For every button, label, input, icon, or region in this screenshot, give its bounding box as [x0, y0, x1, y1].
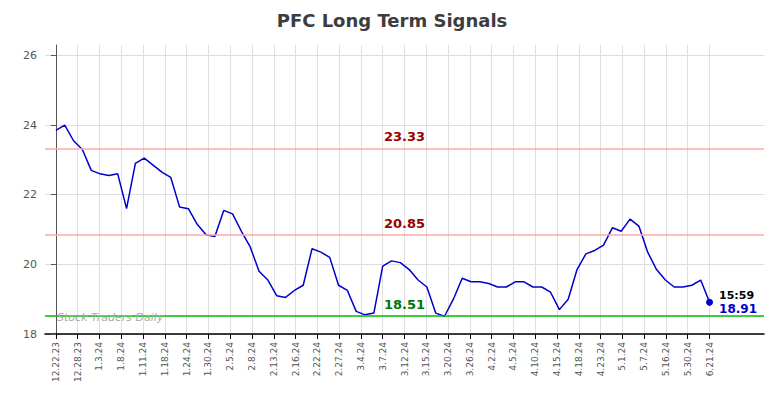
- svg-text:4.18.24: 4.18.24: [574, 342, 584, 377]
- svg-text:3.26.24: 3.26.24: [465, 342, 475, 377]
- svg-text:2.27.24: 2.27.24: [334, 342, 344, 377]
- svg-text:3.20.24: 3.20.24: [443, 342, 453, 377]
- svg-text:12.22.23: 12.22.23: [51, 342, 61, 382]
- svg-text:2.22.24: 2.22.24: [312, 342, 322, 377]
- svg-text:2.8.24: 2.8.24: [247, 342, 257, 371]
- svg-text:2.13.24: 2.13.24: [269, 342, 279, 377]
- svg-text:2.16.24: 2.16.24: [291, 342, 301, 377]
- svg-text:18.51: 18.51: [384, 297, 425, 312]
- svg-text:4.2.24: 4.2.24: [487, 342, 497, 371]
- svg-text:18.91: 18.91: [719, 302, 757, 316]
- svg-text:5.30.24: 5.30.24: [683, 342, 693, 377]
- svg-text:1.18.24: 1.18.24: [160, 342, 170, 377]
- svg-text:PFC Long Term Signals: PFC Long Term Signals: [277, 10, 508, 31]
- svg-text:4.5.24: 4.5.24: [508, 342, 518, 371]
- svg-text:20.85: 20.85: [384, 216, 425, 231]
- svg-text:3.7.24: 3.7.24: [378, 342, 388, 371]
- svg-text:22: 22: [23, 188, 37, 201]
- svg-text:6.21.24: 6.21.24: [705, 342, 715, 377]
- svg-text:4.10.24: 4.10.24: [530, 342, 540, 377]
- svg-text:1.11.24: 1.11.24: [138, 342, 148, 377]
- svg-text:20: 20: [23, 258, 37, 271]
- svg-text:4.15.24: 4.15.24: [552, 342, 562, 377]
- svg-text:1.8.24: 1.8.24: [116, 342, 126, 371]
- svg-text:5.16.24: 5.16.24: [661, 342, 671, 377]
- svg-text:26: 26: [23, 49, 37, 62]
- svg-text:23.33: 23.33: [384, 129, 425, 144]
- svg-text:1.24.24: 1.24.24: [182, 342, 192, 377]
- svg-text:3.12.24: 3.12.24: [400, 342, 410, 377]
- svg-text:5.1.24: 5.1.24: [617, 342, 627, 371]
- svg-text:1.3.24: 1.3.24: [94, 342, 104, 371]
- svg-text:5.7.24: 5.7.24: [639, 342, 649, 371]
- svg-text:1.30.24: 1.30.24: [203, 342, 213, 377]
- svg-text:24: 24: [23, 119, 37, 132]
- svg-text:12.28.23: 12.28.23: [73, 342, 83, 382]
- svg-text:4.23.24: 4.23.24: [596, 342, 606, 377]
- svg-text:15:59: 15:59: [719, 289, 754, 302]
- svg-text:2.5.24: 2.5.24: [225, 342, 235, 371]
- svg-text:18: 18: [23, 328, 37, 341]
- svg-text:3.4.24: 3.4.24: [356, 342, 366, 371]
- svg-text:Stock Traders Daily: Stock Traders Daily: [57, 311, 164, 324]
- svg-text:3.15.24: 3.15.24: [421, 342, 431, 377]
